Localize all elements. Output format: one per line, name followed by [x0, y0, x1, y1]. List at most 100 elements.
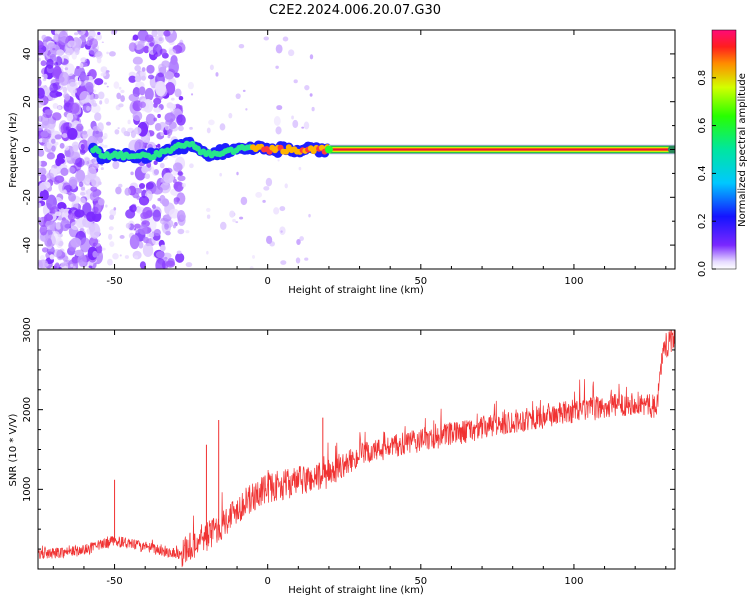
noise-blob	[51, 145, 56, 152]
noise-blob	[64, 67, 69, 71]
noise-blob	[153, 168, 160, 175]
noise-blob	[79, 149, 86, 155]
noise-blob	[57, 106, 62, 110]
noise-blob	[265, 177, 273, 187]
noise-blob	[159, 162, 165, 169]
noise-blob	[68, 166, 76, 174]
noise-blob	[46, 123, 55, 134]
ridge-blob-core	[283, 148, 290, 155]
noise-blob	[181, 182, 186, 188]
snr-series-line	[38, 330, 675, 568]
colorbar-tick-label: 0.8	[697, 70, 708, 86]
noise-blob	[38, 115, 43, 122]
noise-blob	[263, 186, 270, 191]
noise-blob	[71, 256, 79, 264]
noise-blob	[124, 255, 129, 259]
noise-blob	[108, 51, 116, 57]
noise-blob	[138, 182, 146, 190]
noise-blob	[164, 71, 175, 80]
noise-blob	[152, 43, 163, 57]
noise-blob	[132, 110, 143, 122]
noise-blob	[157, 30, 165, 37]
noise-blob	[79, 191, 86, 196]
noise-blob	[119, 235, 125, 239]
noise-blob	[100, 66, 108, 73]
noise-blob	[141, 165, 149, 174]
noise-blob	[83, 62, 88, 67]
noise-blob	[135, 229, 139, 234]
noise-blob	[123, 130, 129, 137]
noise-blob	[100, 167, 104, 171]
noise-blob	[67, 127, 78, 140]
noise-blob	[97, 31, 101, 36]
noise-blob	[153, 228, 161, 237]
noise-blob	[87, 166, 97, 180]
snr-y-ticks: 1000 2000 3000	[22, 317, 675, 570]
noise-blob	[79, 90, 91, 104]
noise-blob	[134, 65, 142, 72]
spectrogram-y-axis-label: Frequency (Hz)	[8, 112, 19, 188]
noise-blob	[266, 235, 273, 245]
colorbar: 0.0 0.2 0.4 0.6 0.8 Normalized spectral ampl…	[697, 29, 748, 277]
noise-blob	[153, 107, 162, 113]
noise-blob	[157, 197, 161, 202]
noise-blob	[124, 187, 131, 196]
colorbar-tick-label: 0.2	[697, 213, 708, 229]
ridge-blob-core	[95, 148, 102, 155]
noise-blob	[38, 49, 44, 56]
noise-blob	[263, 36, 269, 41]
noise-blob	[72, 266, 76, 269]
noise-blob	[105, 121, 112, 126]
noise-blob	[144, 34, 154, 43]
noise-blob	[62, 204, 67, 210]
noise-blob	[76, 65, 80, 69]
noise-blob	[170, 97, 175, 101]
snr-y-axis-label: SNR (10 * V/V)	[8, 413, 19, 486]
noise-blob	[120, 89, 125, 94]
noise-blob	[127, 119, 131, 125]
noise-blob	[277, 159, 280, 162]
noise-blob	[128, 75, 137, 83]
noise-blob	[92, 250, 98, 258]
noise-blob	[38, 138, 44, 143]
noise-blob	[108, 233, 113, 240]
noise-blob	[77, 81, 82, 85]
noise-blob	[94, 112, 102, 122]
noise-blob	[46, 58, 54, 69]
noise-blob	[304, 257, 309, 261]
noise-blob	[190, 93, 194, 96]
noise-blob	[163, 256, 168, 261]
noise-blob	[38, 57, 41, 62]
noise-blob	[84, 76, 89, 81]
noise-blob	[112, 160, 120, 170]
noise-blob	[160, 131, 164, 137]
noise-blob	[97, 122, 104, 132]
noise-blob	[101, 247, 106, 251]
noise-blob	[293, 79, 298, 84]
spectrogram-x-axis-label: Height of straight line (km)	[288, 285, 424, 296]
noise-blob	[68, 121, 75, 128]
noise-blob	[161, 60, 170, 68]
noise-blob	[45, 219, 55, 231]
noise-blob	[143, 45, 150, 54]
noise-blob	[71, 52, 78, 60]
noise-blob	[137, 40, 145, 49]
noise-blob	[163, 172, 174, 184]
noise-blob	[120, 95, 125, 103]
noise-blob	[154, 54, 159, 58]
noise-blob	[74, 209, 85, 218]
noise-blob	[39, 255, 46, 261]
noise-blob	[275, 44, 283, 54]
noise-blob	[309, 54, 314, 60]
noise-blob	[279, 206, 286, 212]
noise-blob	[53, 265, 58, 269]
noise-blob	[133, 255, 139, 259]
noise-blob	[296, 238, 301, 246]
noise-blob	[142, 236, 150, 244]
noise-blob	[153, 160, 158, 166]
noise-blob	[275, 126, 282, 135]
noise-blob	[239, 216, 244, 220]
noise-blob	[279, 226, 286, 236]
noise-blob	[251, 255, 256, 259]
